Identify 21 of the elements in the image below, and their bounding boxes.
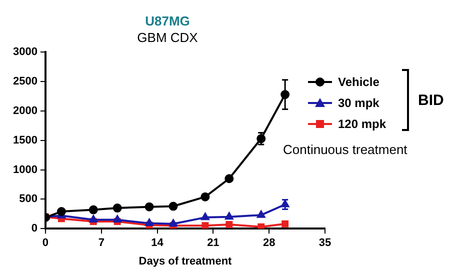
x-tick-label: 7 [98,237,104,250]
legend-label: 120 mpk [338,116,386,130]
legend-label: 30 mpk [338,96,380,110]
y-tick-label: 3000 [12,46,38,58]
y-tick-label: 500 [19,193,38,206]
x-tick-label: 0 [42,237,49,250]
x-tick-label: 14 [151,237,164,250]
x-tick-label: 28 [262,237,276,250]
text: BID [418,92,444,108]
y-tick-label: 1000 [12,164,38,176]
x-tick-label: 35 [318,237,332,250]
y-tick-label: 1500 [12,134,38,146]
chart-title: U87MG [145,13,190,28]
chart-subtitle: GBM CDX [137,30,198,45]
legend-label: Vehicle [338,74,380,88]
y-tick-label: 0 [31,222,38,235]
y-tick-label: 2000 [12,105,38,118]
x-axis-title: Days of treatment [138,255,232,268]
annotation: Continuous treatment [283,142,408,157]
x-tick-label: 21 [207,237,220,250]
y-tick-label: 2500 [12,76,38,88]
